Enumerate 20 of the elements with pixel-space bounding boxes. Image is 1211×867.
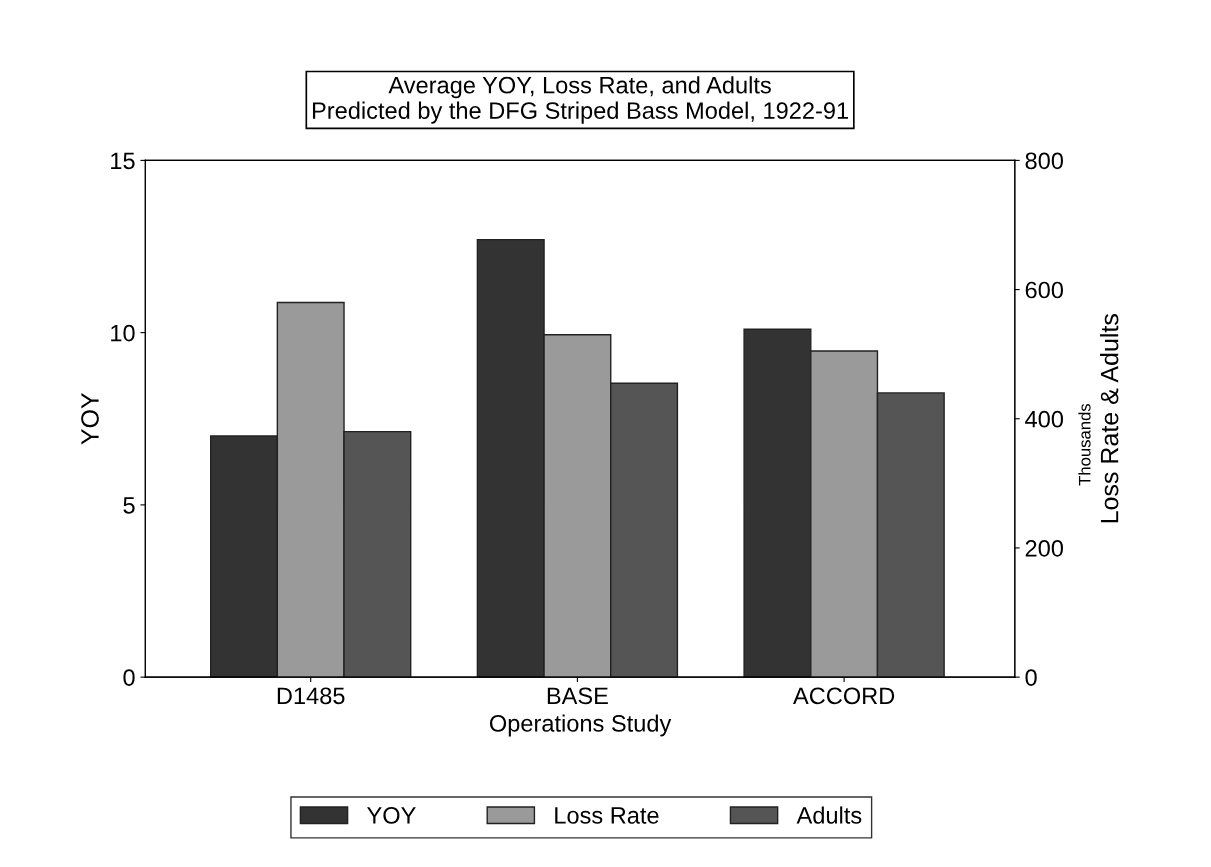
x-tick-label: D1485	[277, 687, 345, 705]
y-tick-label: 5	[123, 497, 135, 514]
legend-label: Loss Rate	[555, 807, 659, 824]
y2-tick-label: 200	[1025, 540, 1064, 557]
y2-tick-label: 600	[1025, 281, 1064, 299]
x-axis-title: Operations Study	[489, 714, 672, 737]
x-tick-label: ACCORD	[793, 687, 895, 705]
y2-tick-label: 800	[1025, 152, 1064, 170]
chart-title: Average YOY, Loss Rate, and Adults Predicted by the DFG Striped Bass Model, 1922-91	[312, 76, 848, 124]
y2-tick-label: 400	[1025, 410, 1064, 428]
x-tick-label: BASE	[547, 687, 608, 705]
y2-tick-label: 0	[1025, 669, 1037, 686]
y-tick-label: 15	[111, 152, 135, 170]
legend-label: Adults	[796, 806, 862, 824]
y-axis-title: YOY	[81, 392, 99, 445]
y2-axis-title: Loss Rate & Adults	[1100, 314, 1119, 523]
y-tick-label: 0	[123, 669, 135, 686]
text: Thousands	[1078, 403, 1091, 486]
legend-label: YOY	[367, 807, 416, 824]
y-tick-label: 10	[111, 324, 135, 342]
